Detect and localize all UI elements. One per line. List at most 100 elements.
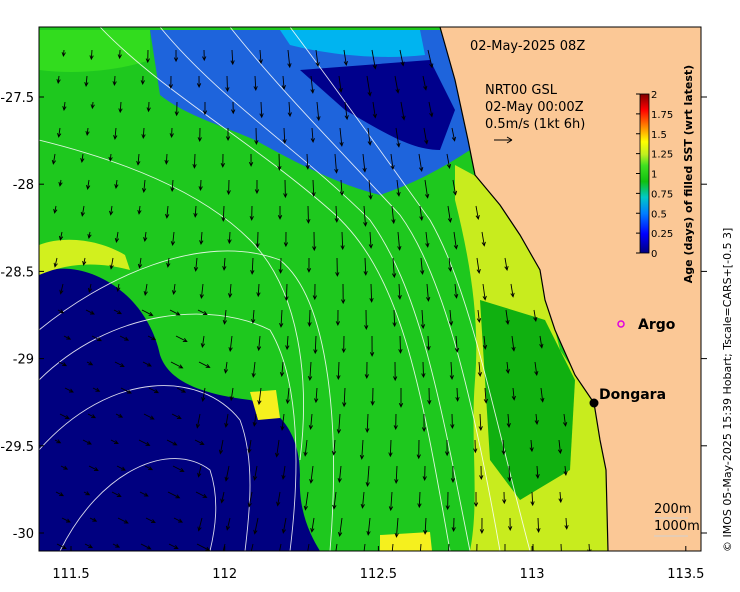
current-vector-arrow <box>505 309 510 325</box>
current-vector-arrow <box>90 101 95 110</box>
current-vector-arrow <box>399 49 405 67</box>
current-vector-arrow <box>283 231 289 248</box>
current-vector-arrow <box>364 309 369 330</box>
current-vector-arrow <box>287 101 292 118</box>
current-vector-arrow <box>254 179 260 195</box>
current-vector-arrow <box>137 257 143 269</box>
current-vector-arrow <box>57 309 65 314</box>
colorbar-tick-label: 1.75 <box>651 110 673 121</box>
current-vector-arrow <box>226 179 231 196</box>
current-vector-arrow <box>315 49 320 68</box>
yellow-patch <box>250 390 280 420</box>
current-vector-arrow <box>342 387 347 408</box>
current-vector-arrow <box>564 517 569 530</box>
current-vector-arrow <box>336 413 342 434</box>
y-tick-label: -28 <box>13 178 34 193</box>
current-vector-arrow <box>251 309 256 324</box>
current-vector-arrow <box>533 309 538 322</box>
current-vector-arrow <box>420 543 422 551</box>
current-vector-arrow <box>166 439 178 446</box>
current-vector-arrow <box>562 413 568 427</box>
current-vector-arrow <box>140 543 152 550</box>
current-vector-arrow <box>113 127 118 140</box>
current-vector-arrow <box>80 153 85 163</box>
current-vector-arrow <box>256 335 262 352</box>
colorbar-tick-label: 1 <box>651 170 657 181</box>
current-vector-arrow <box>85 127 90 136</box>
current-vector-arrow <box>250 543 254 551</box>
current-vector-arrow <box>371 49 377 70</box>
current-vector-arrow <box>227 231 232 245</box>
current-vector-arrow <box>170 361 184 369</box>
map-field <box>39 27 701 551</box>
current-vector-arrow <box>446 153 452 169</box>
current-vector-arrow <box>138 439 151 446</box>
current-vector-arrow <box>391 257 397 279</box>
current-vector-arrow <box>221 205 226 222</box>
current-vector-arrow <box>202 49 207 62</box>
current-vector-arrow <box>280 413 285 431</box>
current-vector-arrow <box>303 439 308 457</box>
current-vector-arrow <box>254 127 259 146</box>
current-info-line-2: 02-May 00:00Z <box>485 100 584 115</box>
current-vector-arrow <box>504 257 509 271</box>
current-vector-arrow <box>137 205 142 215</box>
x-tick-label: 113 <box>520 567 545 582</box>
current-vector-arrow <box>110 439 119 445</box>
current-vector-arrow <box>388 491 394 512</box>
current-vector-arrow <box>176 387 187 393</box>
current-vector-arrow <box>164 153 169 165</box>
current-vector-arrow <box>60 465 69 470</box>
current-vector-arrow <box>310 517 315 533</box>
current-vector-arrow <box>84 75 89 87</box>
current-vector-arrow <box>61 49 66 58</box>
current-vector-arrow <box>145 49 150 64</box>
colorbar-tick-label: 0.5 <box>651 209 667 220</box>
current-vector-arrow <box>87 283 93 293</box>
current-vector-arrow <box>87 413 97 419</box>
current-vector-arrow <box>313 335 318 355</box>
current-vector-arrow <box>303 491 309 511</box>
current-vector-arrow <box>393 361 398 382</box>
current-vector-arrow <box>253 75 258 91</box>
x-tick-label: 112.5 <box>360 567 397 582</box>
current-vector-arrow <box>279 543 282 551</box>
colorbar-title: Age (days) of filled SST (wrt latest) <box>682 65 695 283</box>
current-vector-arrow <box>139 491 149 497</box>
current-vector-arrow <box>312 231 317 252</box>
current-vector-arrow <box>91 335 102 342</box>
lime-corner-northwest <box>39 30 150 72</box>
current-vector-arrow <box>502 491 507 505</box>
current-vector-arrow <box>285 387 290 405</box>
current-vector-arrow <box>334 205 339 223</box>
current-vector-arrow <box>148 387 159 394</box>
current-vector-arrow <box>366 517 371 536</box>
current-vector-arrow <box>535 465 540 479</box>
current-vector-arrow <box>558 491 563 504</box>
current-vector-arrow <box>55 491 65 497</box>
current-vector-arrow <box>84 543 94 549</box>
current-vector-arrow <box>334 153 339 174</box>
current-vector-arrow <box>194 439 205 445</box>
current-vector-arrow <box>426 283 431 302</box>
current-vector-arrow <box>312 283 317 301</box>
current-vector-arrow <box>167 491 181 499</box>
argo-float-marker <box>617 320 625 328</box>
current-vector-arrow <box>363 205 368 227</box>
current-vector-arrow <box>168 543 179 549</box>
current-vector-arrow <box>359 439 365 460</box>
current-info-line-3: 0.5m/s (1kt 6h) <box>485 117 585 132</box>
current-vector-arrow <box>388 439 393 458</box>
current-vector-arrow <box>258 49 263 65</box>
current-vector-arrow <box>193 257 199 272</box>
current-vector-arrow <box>506 413 511 428</box>
current-vector-arrow <box>308 413 314 430</box>
current-vector-arrow <box>337 465 342 483</box>
current-vector-arrow <box>424 179 430 199</box>
current-vector-arrow <box>56 543 67 550</box>
current-vector-arrow <box>450 465 456 483</box>
y-tick-label: -29 <box>13 353 34 368</box>
current-vector-arrow <box>482 283 487 301</box>
current-vector-arrow <box>511 335 516 352</box>
